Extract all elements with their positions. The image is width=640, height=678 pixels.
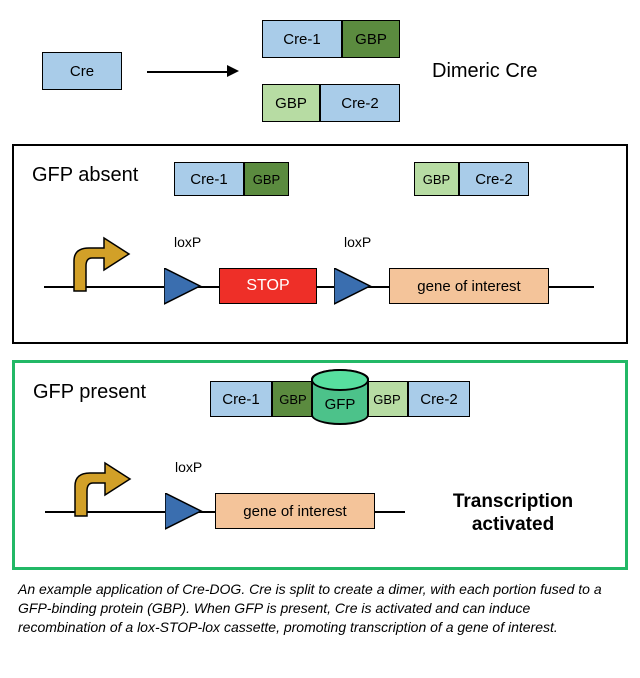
- absent-gbp1-box: GBP: [244, 162, 289, 196]
- gfp-absent-panel: GFP absent Cre-1 GBP GBP Cre-2 loxP loxP…: [12, 144, 628, 344]
- present-loxp-tri-outline: [165, 493, 203, 531]
- cre2-bot-box: Cre-2: [320, 84, 400, 122]
- absent-gene-label: gene of interest: [417, 278, 520, 295]
- present-cre2-box: Cre-2: [408, 381, 470, 417]
- present-gbp2-box: GBP: [366, 381, 408, 417]
- gbp-bot-box: GBP: [262, 84, 320, 122]
- absent-cre2-label: Cre-2: [475, 171, 513, 188]
- present-gfp-cylinder: GFP: [311, 369, 369, 425]
- top-panel: Cre Cre-1 GBP GBP Cre-2 Dimeric Cre: [12, 12, 628, 130]
- transcription-activated-text: Transcription activated: [423, 491, 603, 537]
- absent-gbp1-label: GBP: [253, 172, 280, 187]
- present-gene-label: gene of interest: [243, 503, 346, 520]
- cre-box: Cre: [42, 52, 122, 90]
- cre-label: Cre: [70, 63, 94, 80]
- present-promoter-arrow: [55, 461, 135, 519]
- absent-gbp2-label: GBP: [423, 172, 450, 187]
- transcription-activated-line1: Transcription: [423, 491, 603, 514]
- absent-promoter-arrow: [54, 236, 134, 294]
- gfp-present-title: GFP present: [33, 381, 146, 404]
- transcription-activated-line2: activated: [423, 514, 603, 537]
- present-cre1-label: Cre-1: [222, 391, 260, 408]
- present-gbp1-label: GBP: [279, 392, 306, 407]
- absent-stop-label: STOP: [246, 277, 289, 295]
- present-gbp1-box: GBP: [272, 381, 314, 417]
- gfp-absent-title: GFP absent: [32, 164, 138, 187]
- absent-cre1-label: Cre-1: [190, 171, 228, 188]
- gfp-present-panel: GFP present Cre-1 GBP GBP Cre-2 GFP loxP…: [12, 360, 628, 570]
- absent-loxp-label-1: loxP: [174, 234, 201, 250]
- absent-loxp-tri-2-outline: [334, 268, 372, 306]
- figure-caption: An example application of Cre-DOG. Cre i…: [12, 580, 628, 637]
- present-gbp2-label: GBP: [373, 392, 400, 407]
- absent-stop-box: STOP: [219, 268, 317, 304]
- dimeric-cre-label: Dimeric Cre: [432, 60, 538, 83]
- cre1-top-box: Cre-1: [262, 20, 342, 58]
- absent-cre2-box: Cre-2: [459, 162, 529, 196]
- split-arrow-head: [227, 65, 239, 77]
- split-arrow-shaft: [147, 71, 227, 73]
- absent-gbp2-box: GBP: [414, 162, 459, 196]
- absent-loxp-label-2: loxP: [344, 234, 371, 250]
- present-cre2-label: Cre-2: [420, 391, 458, 408]
- present-gene-box: gene of interest: [215, 493, 375, 529]
- gbp-bot-label: GBP: [275, 95, 307, 112]
- cre2-bot-label: Cre-2: [341, 95, 379, 112]
- gbp-top-box: GBP: [342, 20, 400, 58]
- gbp-top-label: GBP: [355, 31, 387, 48]
- absent-gene-box: gene of interest: [389, 268, 549, 304]
- present-cre1-box: Cre-1: [210, 381, 272, 417]
- cre1-top-label: Cre-1: [283, 31, 321, 48]
- absent-cre1-box: Cre-1: [174, 162, 244, 196]
- absent-loxp-tri-1-outline: [164, 268, 202, 306]
- present-loxp-label: loxP: [175, 459, 202, 475]
- present-gfp-label: GFP: [313, 396, 367, 413]
